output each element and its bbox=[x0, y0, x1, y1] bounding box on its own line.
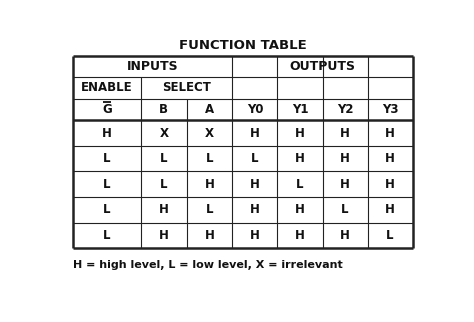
Text: INPUTS: INPUTS bbox=[127, 60, 179, 73]
Text: H: H bbox=[250, 178, 260, 191]
Text: Y0: Y0 bbox=[246, 103, 263, 116]
Text: X: X bbox=[159, 127, 168, 139]
Text: Y1: Y1 bbox=[292, 103, 308, 116]
Text: G: G bbox=[102, 103, 112, 116]
Text: L: L bbox=[160, 178, 168, 191]
Text: H: H bbox=[295, 127, 305, 139]
Text: Y3: Y3 bbox=[382, 103, 398, 116]
Text: L: L bbox=[160, 152, 168, 165]
Text: H: H bbox=[385, 152, 395, 165]
Text: X: X bbox=[205, 127, 214, 139]
Text: H: H bbox=[340, 152, 350, 165]
Text: L: L bbox=[341, 203, 349, 216]
Text: L: L bbox=[103, 229, 111, 242]
Text: A: A bbox=[205, 103, 214, 116]
Text: H: H bbox=[340, 127, 350, 139]
Text: FUNCTION TABLE: FUNCTION TABLE bbox=[179, 39, 307, 52]
Text: H: H bbox=[250, 229, 260, 242]
Text: H: H bbox=[250, 127, 260, 139]
Text: H: H bbox=[295, 229, 305, 242]
Text: H: H bbox=[159, 203, 169, 216]
Text: H: H bbox=[340, 178, 350, 191]
Text: ENABLE: ENABLE bbox=[81, 81, 133, 94]
Text: H = high level, L = low level, X = irrelevant: H = high level, L = low level, X = irrel… bbox=[73, 260, 343, 270]
Text: L: L bbox=[296, 178, 304, 191]
Text: H: H bbox=[385, 203, 395, 216]
Text: L: L bbox=[251, 152, 259, 165]
Text: L: L bbox=[103, 152, 111, 165]
Text: H: H bbox=[205, 178, 215, 191]
Text: H: H bbox=[159, 229, 169, 242]
Text: Y2: Y2 bbox=[337, 103, 353, 116]
Text: L: L bbox=[103, 178, 111, 191]
Text: H: H bbox=[385, 127, 395, 139]
Text: B: B bbox=[159, 103, 168, 116]
Text: L: L bbox=[103, 203, 111, 216]
Text: L: L bbox=[206, 152, 213, 165]
Text: L: L bbox=[386, 229, 394, 242]
Text: H: H bbox=[295, 203, 305, 216]
Text: OUTPUTS: OUTPUTS bbox=[290, 60, 356, 73]
Text: H: H bbox=[205, 229, 215, 242]
Text: H: H bbox=[295, 152, 305, 165]
Text: H: H bbox=[102, 127, 112, 139]
Text: SELECT: SELECT bbox=[162, 81, 211, 94]
Text: H: H bbox=[250, 203, 260, 216]
Text: L: L bbox=[206, 203, 213, 216]
Text: H: H bbox=[385, 178, 395, 191]
Text: H: H bbox=[340, 229, 350, 242]
